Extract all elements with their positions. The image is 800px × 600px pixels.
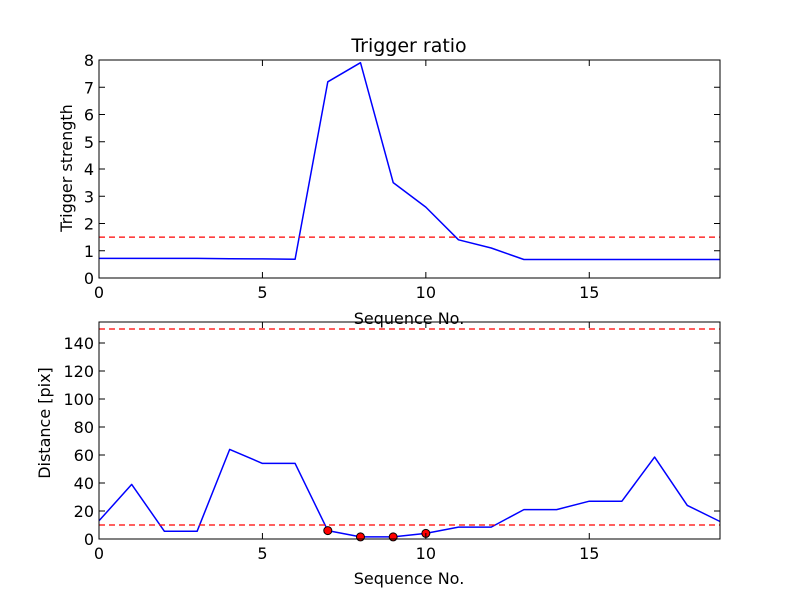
chart-top-plot-area: 0 5 10 15 0 1 2 3 4 5 6 7 8	[84, 51, 721, 302]
chart-bottom-ytick-label-4: 80	[74, 418, 94, 437]
chart-top-xtick-label-0: 0	[94, 283, 104, 302]
chart-bottom-marker-1	[355, 532, 365, 542]
chart-top-frame	[98, 59, 721, 279]
chart-top-series-line-0	[99, 61, 720, 261]
chart-top-ylabel: Trigger strength	[57, 104, 76, 233]
chart-bottom-marker-2	[388, 532, 398, 542]
chart-bottom-marker-0	[323, 526, 333, 536]
chart-bottom: 0 5 10 15 0 20 40 60 80 100 120 140 Sequence No. Di…	[35, 321, 721, 588]
chart-bottom-ylabel: Distance [pix]	[35, 367, 54, 479]
chart-bottom-series-line-0	[98, 448, 721, 538]
chart-top-ytick-label-2: 2	[84, 215, 94, 234]
chart-top-ytick-label-4: 4	[84, 160, 94, 179]
chart-top-ytick-label-0: 0	[84, 269, 94, 288]
chart-bottom-ytick-label-0: 0	[84, 530, 94, 549]
chart-bottom-xlabel: Sequence No.	[354, 569, 465, 588]
chart-bottom-ytick-label-3: 60	[74, 446, 94, 465]
chart-bottom-ytick-label-7: 140	[63, 334, 94, 353]
chart-top-ytick-label-1: 1	[84, 242, 94, 261]
chart-bottom-ytick-label-5: 100	[63, 390, 94, 409]
chart-bottom-frame	[98, 321, 721, 540]
chart-bottom-plot-area: 0 5 10 15 0 20 40 60 80 100 120 140	[63, 321, 721, 563]
chart-bottom-ytick-label-6: 120	[63, 362, 94, 381]
chart-top: Trigger ratio 0 5 10 15 0 1 2 3 4 5 6 7 8 Sequence N…	[57, 35, 721, 328]
chart-top-title: Trigger ratio	[350, 35, 466, 57]
chart-bottom-xtick-label-1: 5	[257, 544, 267, 563]
chart-top-ytick-label-6: 6	[84, 106, 94, 125]
chart-top-ytick-label-5: 5	[84, 133, 94, 152]
chart-bottom-xtick-label-3: 15	[579, 544, 599, 563]
chart-top-xtick-label-1: 5	[257, 283, 267, 302]
chart-bottom-xtick-label-2: 10	[416, 544, 436, 563]
chart-top-ytick-label-7: 7	[84, 78, 94, 97]
chart-top-ytick-label-3: 3	[84, 187, 94, 206]
chart-top-xtick-label-2: 10	[416, 283, 436, 302]
chart-bottom-xtick-label-0: 0	[94, 544, 104, 563]
chart-bottom-ytick-label-1: 20	[74, 502, 94, 521]
chart-bottom-ytick-label-2: 40	[74, 474, 94, 493]
chart-top-xtick-label-3: 15	[579, 283, 599, 302]
chart-top-ytick-label-8: 8	[84, 51, 94, 70]
chart-top-xlabel: Sequence No.	[354, 309, 465, 328]
